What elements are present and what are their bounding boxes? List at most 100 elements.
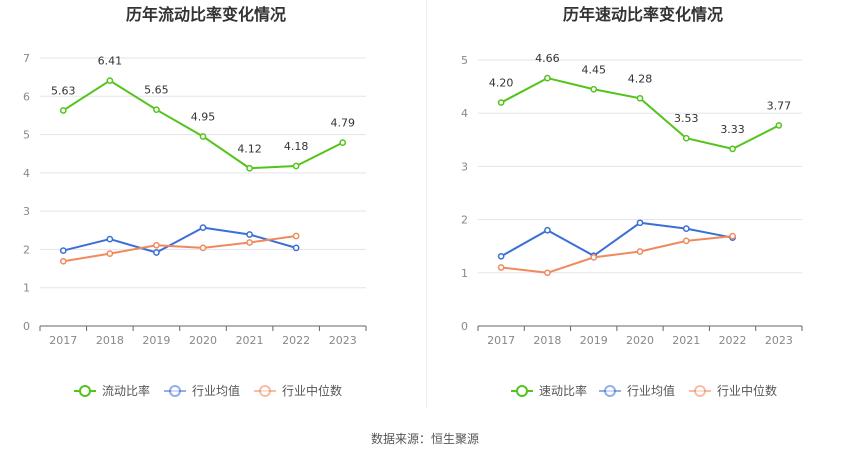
data-label: 4.28 xyxy=(628,72,653,85)
series-line-avg xyxy=(500,221,733,258)
y-tick-label: 1 xyxy=(461,267,468,280)
legend-label: 行业中位数 xyxy=(282,383,342,398)
data-point-avg xyxy=(199,224,207,231)
data-point-median xyxy=(292,232,300,240)
y-tick-label: 0 xyxy=(461,320,468,333)
y-tick-label: 5 xyxy=(23,129,30,142)
x-tick-label: 2019 xyxy=(142,334,170,347)
data-point-avg xyxy=(636,219,644,227)
data-point-company xyxy=(339,139,347,146)
series-line-median xyxy=(63,235,297,263)
legend-swatch-marker xyxy=(259,385,271,397)
legend-label: 行业中位数 xyxy=(717,383,777,398)
data-point-avg xyxy=(153,249,160,256)
y-tick-label: 3 xyxy=(461,160,468,173)
data-source-note: 数据来源：恒生聚源 xyxy=(370,432,479,446)
data-point-median xyxy=(682,237,690,245)
data-point-avg xyxy=(59,247,67,254)
legend-swatch-marker xyxy=(79,385,91,397)
legend-label: 行业均值 xyxy=(192,383,240,398)
y-tick-label: 3 xyxy=(23,205,30,218)
data-point-median xyxy=(497,264,505,271)
legend-swatch-marker xyxy=(516,385,528,397)
data-point-company xyxy=(636,94,644,102)
x-tick-label: 2020 xyxy=(626,334,654,347)
x-tick-label: 2023 xyxy=(765,334,793,347)
data-point-median xyxy=(59,257,67,265)
data-label: 4.20 xyxy=(489,77,514,90)
quick-ratio-chart: 历年速动比率变化情况 0 1 2 3 4 5 2017 2018 2019 2020 2021 2022… xyxy=(461,5,803,398)
data-point-company xyxy=(199,133,207,140)
series-line-avg xyxy=(63,226,297,254)
data-label: 4.66 xyxy=(535,52,560,65)
data-point-company xyxy=(590,85,598,93)
data-point-median xyxy=(246,239,253,246)
current-ratio-chart: 历年流动比率变化情况 0 1 2 3 4 5 6 7 2017 2018 2019 2020 2021 20… xyxy=(23,5,367,398)
y-tick-label: 2 xyxy=(461,214,468,227)
x-tick-label: 2017 xyxy=(49,334,77,347)
x-tick-label: 2017 xyxy=(487,334,515,347)
series-line-company xyxy=(62,79,344,170)
y-tick-label: 0 xyxy=(23,320,30,333)
data-label: 3.53 xyxy=(674,112,699,125)
data-label: 4.45 xyxy=(581,63,606,76)
data-point-company xyxy=(106,77,114,84)
x-tick-label: 2020 xyxy=(189,334,217,347)
chart-title: 历年流动比率变化情况 xyxy=(126,5,286,24)
series-line-median xyxy=(501,235,733,274)
data-point-company xyxy=(682,134,690,142)
data-label: 5.63 xyxy=(51,84,76,97)
x-tick-label: 2019 xyxy=(580,334,608,347)
chart-title: 历年速动比率变化情况 xyxy=(563,5,723,24)
data-point-median xyxy=(106,250,114,257)
data-label: 5.65 xyxy=(144,84,169,97)
data-point-company xyxy=(153,106,160,114)
data-point-avg xyxy=(682,225,690,232)
data-point-avg xyxy=(106,235,114,243)
data-point-company xyxy=(775,122,783,129)
data-point-company xyxy=(729,145,736,153)
x-tick-label: 2022 xyxy=(719,334,747,347)
x-tick-label: 2022 xyxy=(282,334,310,347)
data-point-avg xyxy=(292,244,300,252)
legend-label: 行业均值 xyxy=(627,383,675,398)
y-tick-label: 2 xyxy=(23,243,30,256)
data-point-median xyxy=(544,269,551,277)
data-label: 6.41 xyxy=(98,55,123,68)
data-point-median xyxy=(636,248,644,255)
data-label: 4.18 xyxy=(284,140,309,153)
data-point-avg xyxy=(544,226,551,234)
legend-swatch-marker xyxy=(604,385,616,397)
data-point-median xyxy=(729,232,736,240)
legend-label: 流动比率 xyxy=(102,383,150,398)
data-point-company xyxy=(59,107,67,114)
y-tick-label: 4 xyxy=(461,107,468,120)
data-point-company xyxy=(292,162,300,170)
y-tick-label: 6 xyxy=(23,90,30,103)
data-point-avg xyxy=(246,231,253,238)
legend-label: 速动比率 xyxy=(539,383,587,398)
data-point-company xyxy=(544,74,551,82)
x-tick-label: 2021 xyxy=(672,334,700,347)
data-point-company xyxy=(246,164,253,172)
x-tick-label: 2023 xyxy=(329,334,357,347)
data-point-median xyxy=(153,241,160,249)
chart-divider xyxy=(426,0,427,408)
y-tick-label: 4 xyxy=(23,167,30,180)
x-tick-label: 2018 xyxy=(533,334,561,347)
data-point-median xyxy=(199,244,207,252)
legend-swatch-marker xyxy=(694,385,706,397)
y-tick-label: 1 xyxy=(23,282,30,295)
y-tick-label: 7 xyxy=(23,52,30,65)
data-point-company xyxy=(497,99,505,106)
x-tick-label: 2021 xyxy=(236,334,264,347)
data-label: 3.33 xyxy=(720,123,745,136)
data-label: 4.12 xyxy=(237,142,262,155)
data-point-median xyxy=(590,254,598,261)
y-tick-label: 5 xyxy=(461,54,468,67)
data-label: 4.95 xyxy=(191,110,216,123)
legend-swatch-marker xyxy=(169,385,181,397)
data-label: 3.77 xyxy=(767,99,792,112)
data-point-avg xyxy=(497,252,505,260)
